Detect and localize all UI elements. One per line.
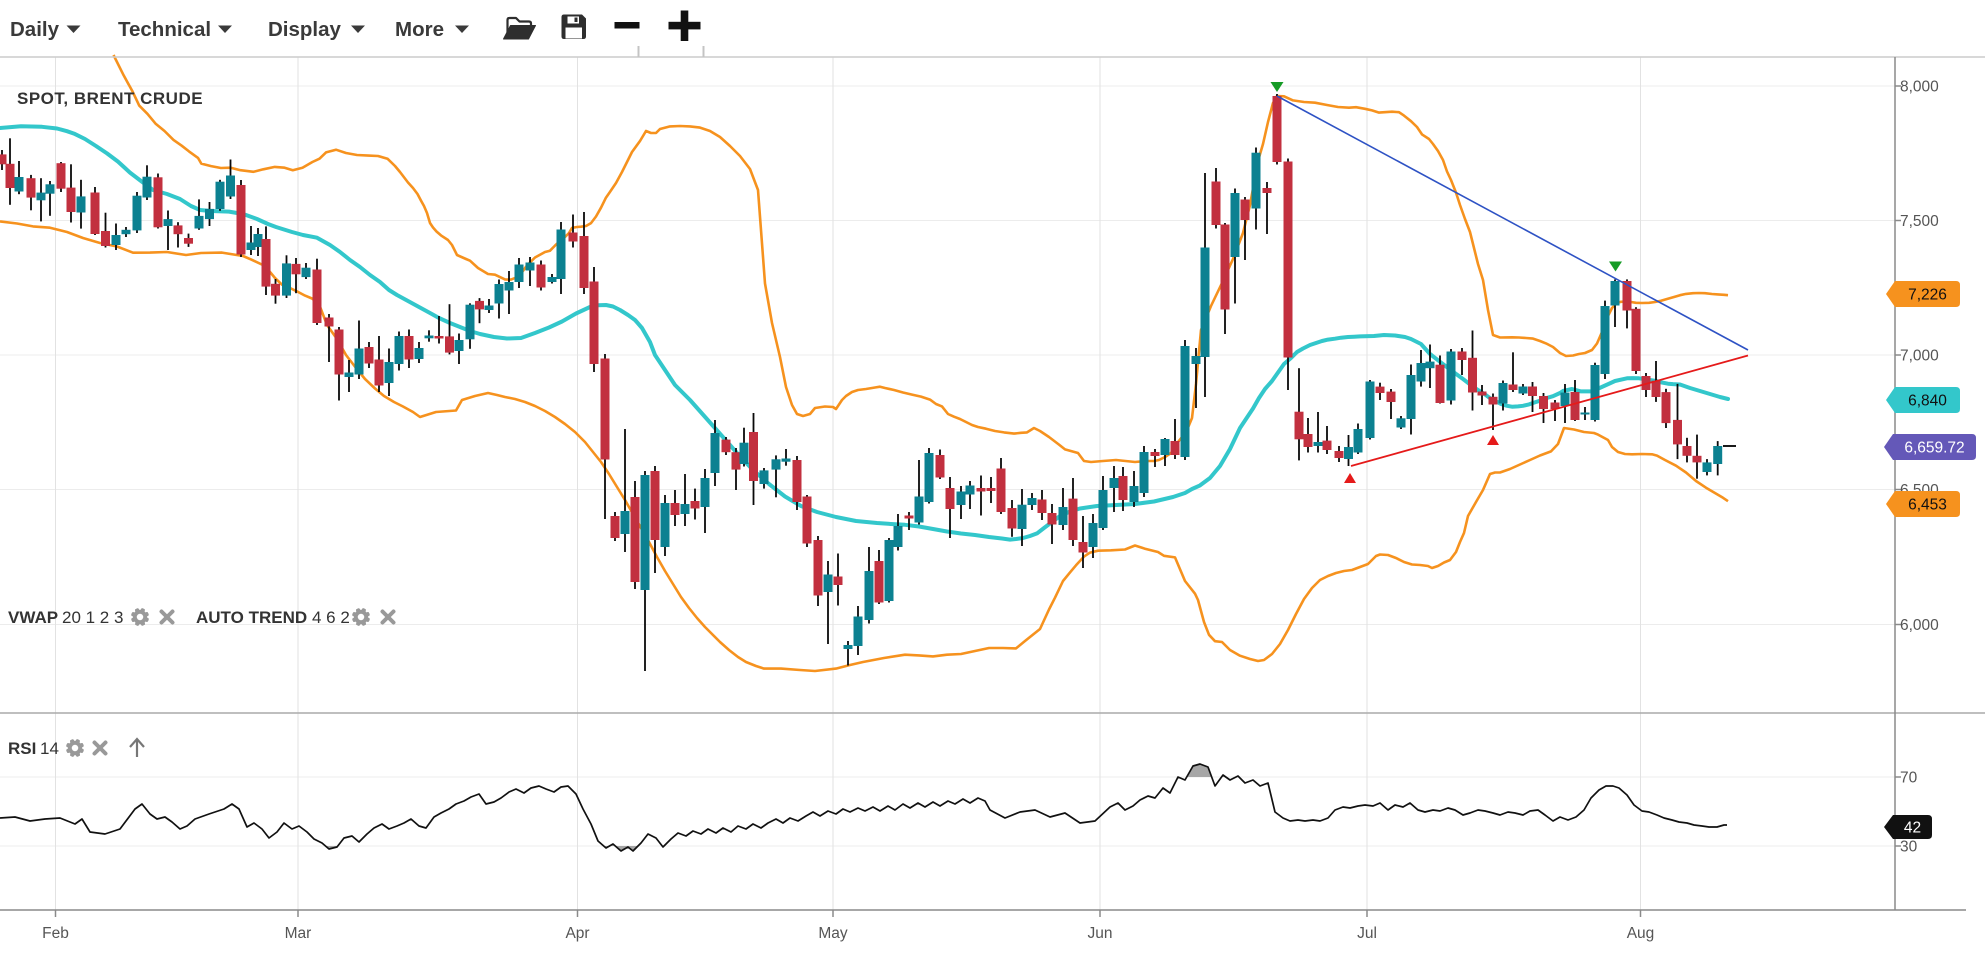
svg-text:May: May [818,925,848,942]
svg-text:7,226: 7,226 [1908,287,1947,304]
svg-text:Technical: Technical [118,18,211,41]
svg-text:More: More [395,18,444,41]
svg-text:Feb: Feb [42,925,69,942]
svg-text:42: 42 [1904,820,1921,837]
svg-text:20 1 2 3: 20 1 2 3 [62,608,123,627]
svg-text:6,840: 6,840 [1908,393,1947,410]
svg-text:Aug: Aug [1627,925,1655,942]
svg-text:Jun: Jun [1088,925,1113,942]
svg-text:Daily: Daily [10,18,60,41]
svg-text:Apr: Apr [565,925,589,942]
svg-text:6,659.72: 6,659.72 [1904,440,1964,457]
svg-text:30: 30 [1900,839,1918,856]
svg-text:6,453: 6,453 [1908,497,1947,514]
svg-text:7,000: 7,000 [1900,348,1939,365]
svg-text:VWAP: VWAP [8,608,58,627]
svg-text:14: 14 [40,739,59,758]
svg-text:Mar: Mar [285,925,312,942]
svg-text:8,000: 8,000 [1900,79,1939,96]
svg-text:RSI: RSI [8,739,36,758]
svg-text:7,500: 7,500 [1900,213,1939,230]
svg-text:Display: Display [268,18,342,41]
svg-text:SPOT, BRENT CRUDE: SPOT, BRENT CRUDE [17,89,203,108]
svg-text:AUTO TREND: AUTO TREND [196,608,307,627]
svg-text:6,000: 6,000 [1900,617,1939,634]
svg-text:Jul: Jul [1357,925,1377,942]
svg-text:4 6 2: 4 6 2 [312,608,350,627]
svg-text:70: 70 [1900,770,1918,787]
